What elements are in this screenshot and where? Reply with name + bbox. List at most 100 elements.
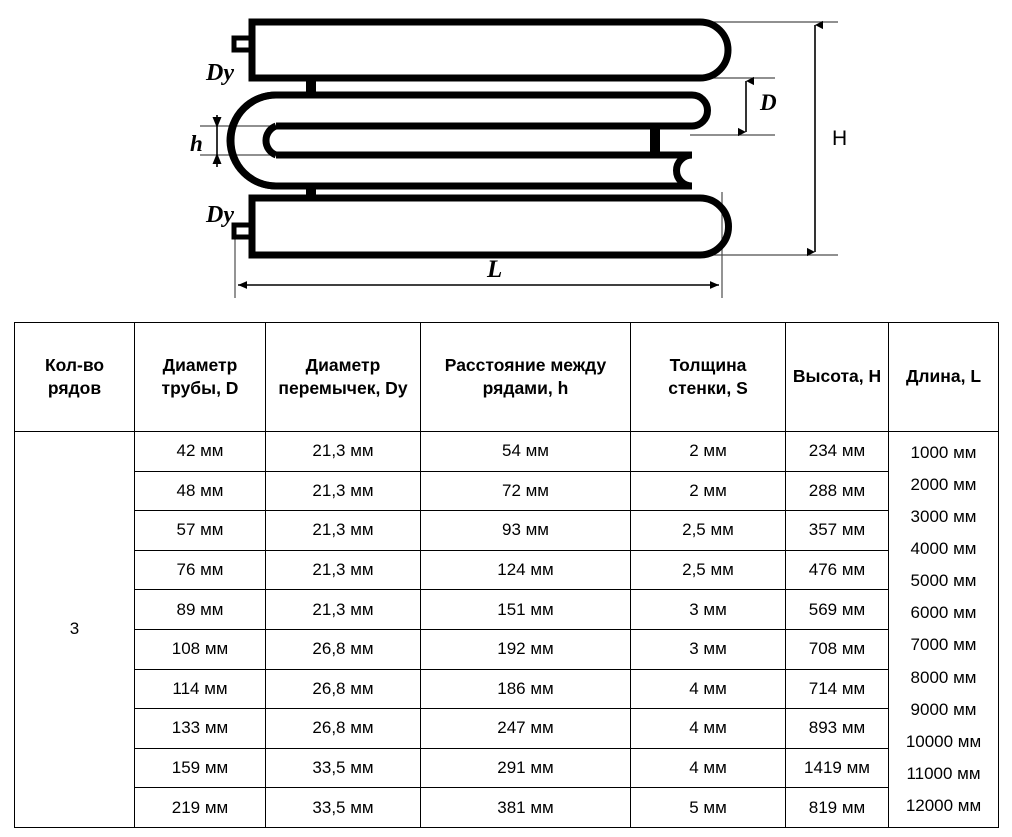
- cell-wall-thickness: 3 мм: [630, 589, 786, 630]
- cell-wall-thickness: 5 мм: [630, 787, 786, 828]
- bridges: [306, 78, 660, 199]
- length-option: 12000 мм: [905, 795, 982, 815]
- cell-height: 714 мм: [785, 668, 889, 710]
- cell-wall-thickness: 2 мм: [630, 431, 786, 472]
- dimension-h: h: [190, 115, 222, 167]
- cell-row-spacing: 93 мм: [420, 510, 631, 551]
- col-header-pipe-diameter-l1: Диаметр: [162, 354, 238, 375]
- cell-pipe-diameter: 108 мм: [134, 628, 266, 670]
- col-header-wall-thickness-l1: Толщина: [669, 354, 747, 375]
- cell-wall-thickness: 2 мм: [630, 470, 786, 512]
- cell-bridge-diameter: 21,3 мм: [265, 470, 421, 512]
- cell-bridge-diameter: 33,5 мм: [265, 747, 421, 789]
- length-option: 7000 мм: [910, 635, 977, 655]
- cell-pipe-diameter: 57 мм: [134, 510, 266, 551]
- table-body: 3 42 мм 21,3 мм 54 мм 2 мм 234 мм 1000 мм 2000 …: [14, 431, 999, 828]
- cell-wall-thickness: 4 мм: [630, 708, 786, 749]
- length-option: 8000 мм: [910, 667, 977, 687]
- length-option: 1000 мм: [910, 442, 977, 462]
- cell-wall-thickness: 4 мм: [630, 668, 786, 710]
- cell-row-spacing: 291 мм: [420, 747, 631, 789]
- col-header-bridge-diameter-l1: Диаметр: [305, 354, 381, 375]
- cell-pipe-diameter: 114 мм: [134, 668, 266, 710]
- cell-bridge-diameter: 21,3 мм: [265, 589, 421, 630]
- cell-bridge-diameter: 33,5 мм: [265, 787, 421, 828]
- col-header-wall-thickness-l2: стенки, S: [668, 378, 748, 398]
- col-header-row-spacing-l1: Расстояние между: [444, 354, 607, 375]
- dimension-L: L: [238, 256, 719, 289]
- cell-wall-thickness: 3 мм: [630, 628, 786, 670]
- col-header-rows-count-l2: рядов: [47, 378, 102, 398]
- cell-height: 893 мм: [785, 708, 889, 749]
- col-header-height-l1: Высота, H: [792, 366, 882, 387]
- cell-pipe-diameter: 42 мм: [134, 431, 266, 472]
- cell-pipe-diameter: 159 мм: [134, 747, 266, 789]
- table-row: 57 мм 21,3 мм 93 мм 2,5 мм 357 мм: [15, 510, 999, 551]
- bridge-top: [306, 78, 316, 96]
- col-header-bridge-diameter-l2: перемычек, Dy: [278, 378, 408, 398]
- cell-bridge-diameter: 26,8 мм: [265, 708, 421, 749]
- cell-row-spacing: 247 мм: [420, 708, 631, 749]
- length-option: 10000 мм: [905, 731, 982, 751]
- dimension-label-dy-bottom: Dy: [205, 202, 234, 228]
- cell-pipe-diameter: 48 мм: [134, 470, 266, 512]
- cell-bridge-diameter: 21,3 мм: [265, 510, 421, 551]
- pipe-left-bends: [226, 91, 334, 190]
- col-header-wall-thickness: Толщина стенки, S: [630, 322, 786, 432]
- table-header: Кол-во рядов Диаметр трубы, D Диаметр пе…: [14, 322, 999, 432]
- cell-wall-thickness: 2,5 мм: [630, 510, 786, 551]
- length-option: 5000 мм: [910, 571, 977, 591]
- col-header-length: Длина, L: [888, 322, 999, 432]
- cell-height: 288 мм: [785, 470, 889, 512]
- cell-bridge-diameter: 26,8 мм: [265, 628, 421, 670]
- dimension-label-dy-top: Dy: [205, 60, 234, 86]
- table-row: 3 42 мм 21,3 мм 54 мм 2 мм 234 мм 1000 мм 2000 …: [14, 431, 999, 828]
- cell-pipe-diameter: 89 мм: [134, 589, 266, 630]
- cell-bridge-diameter: 21,3 мм: [265, 431, 421, 472]
- cell-height: 1419 мм: [785, 747, 889, 789]
- cell-height: 234 мм: [785, 431, 889, 472]
- nozzle-bottom: [231, 222, 256, 240]
- col-header-row-spacing: Расстояние между рядами, h: [420, 322, 631, 432]
- col-header-bridge-diameter: Диаметр перемычек, Dy: [265, 322, 421, 432]
- length-option: 4000 мм: [910, 539, 977, 559]
- length-option: 2000 мм: [910, 475, 977, 494]
- cell-bridge-diameter: 26,8 мм: [265, 668, 421, 710]
- cell-pipe-diameter: 76 мм: [134, 549, 266, 591]
- cell-row-spacing: 192 мм: [420, 628, 631, 670]
- bridge-bottom: [306, 186, 316, 199]
- col-header-row-spacing-l2: рядами, h: [482, 378, 569, 398]
- col-header-rows-count-l1: Кол-во: [44, 354, 105, 375]
- length-option: 3000 мм: [910, 507, 977, 527]
- dimension-label-H: H: [832, 127, 847, 150]
- dimension-label-h: h: [190, 131, 203, 156]
- table-row: 133 мм 26,8 мм 247 мм 4 мм 893 мм: [15, 708, 999, 749]
- table-row: 108 мм 26,8 мм 192 мм 3 мм 708 мм: [15, 628, 999, 670]
- nozzle-top: [231, 35, 256, 53]
- cell-row-spacing: 54 мм: [420, 431, 631, 472]
- cell-row-spacing: 186 мм: [420, 668, 631, 710]
- cell-bridge-diameter: 21,3 мм: [265, 549, 421, 591]
- cell-rows-count: 3: [14, 431, 135, 828]
- col-header-pipe-diameter-l2: трубы, D: [161, 378, 239, 398]
- table-row: 76 мм 21,3 мм 124 мм 2,5 мм 476 мм: [15, 549, 999, 591]
- bridge-right-middle: [650, 126, 660, 156]
- cell-row-spacing: 124 мм: [420, 549, 631, 591]
- dimension-D: D: [738, 76, 777, 137]
- cell-height: 569 мм: [785, 589, 889, 630]
- length-option: 11000 мм: [906, 763, 981, 783]
- nozzles: [231, 35, 256, 240]
- table-row: 219 мм 33,5 мм 381 мм 5 мм 819 мм: [15, 787, 999, 828]
- cell-pipe-diameter: 219 мм: [134, 787, 266, 828]
- cell-wall-thickness: 4 мм: [630, 747, 786, 789]
- cell-height: 476 мм: [785, 549, 889, 591]
- cell-pipe-diameter: 133 мм: [134, 708, 266, 749]
- header-row: Кол-во рядов Диаметр трубы, D Диаметр пе…: [14, 322, 999, 432]
- length-option: 9000 мм: [910, 699, 977, 719]
- cell-row-spacing: 381 мм: [420, 787, 631, 828]
- register-diagram: H D h L: [0, 0, 1012, 312]
- cell-height: 708 мм: [785, 628, 889, 670]
- col-header-height: Высота, H: [785, 322, 889, 432]
- register-diagram-svg: H D h L: [190, 18, 847, 298]
